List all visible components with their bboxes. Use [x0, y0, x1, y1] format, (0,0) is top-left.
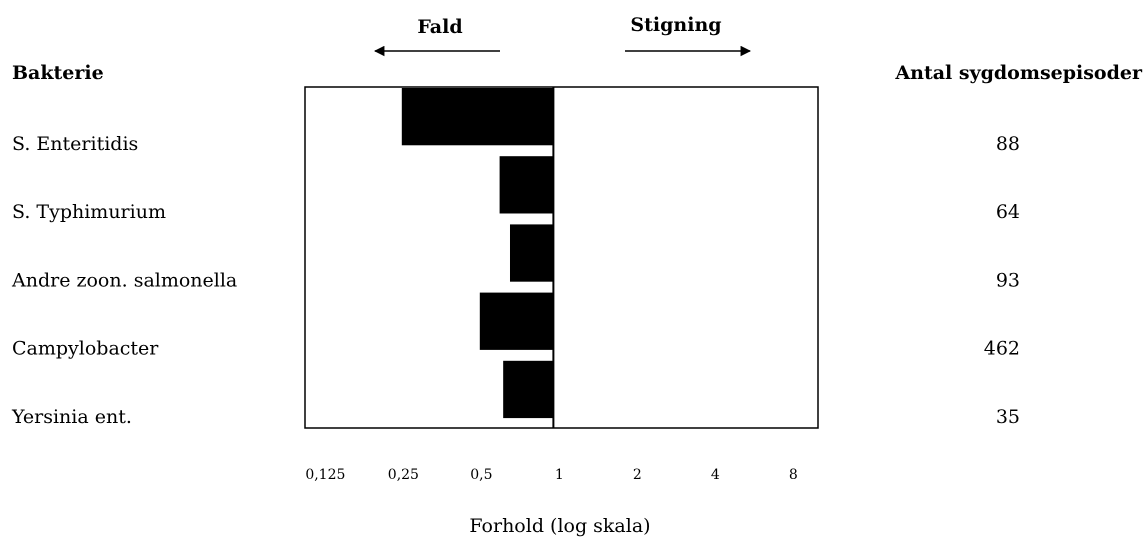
bar: [509, 224, 554, 282]
x-tick-label: 2: [633, 467, 642, 483]
plot-frame: [304, 86, 819, 429]
x-tick-label: 1: [555, 467, 564, 483]
bar: [503, 360, 554, 419]
count-label: 64: [996, 201, 1020, 223]
category-label: Andre zoon. salmonella: [11, 269, 237, 291]
category-label: S. Typhimurium: [12, 201, 166, 223]
count-header: Antal sygdomsepisoder: [894, 62, 1143, 84]
increase-label: Stigning: [630, 14, 721, 36]
x-tick-label: 0,125: [305, 467, 345, 483]
row-header: Bakterie: [12, 62, 104, 84]
x-tick-label: 8: [789, 467, 798, 483]
category-label: S. Enteritidis: [12, 133, 138, 155]
x-tick-label: 0,5: [470, 467, 492, 483]
count-label: 35: [996, 406, 1020, 428]
x-tick-label: 4: [711, 467, 720, 483]
count-label: 88: [996, 133, 1020, 155]
x-tick-label: 0,25: [388, 467, 419, 483]
bar: [499, 156, 554, 214]
bar: [401, 88, 554, 146]
category-label: Campylobacter: [12, 338, 159, 360]
x-axis-label: Forhold (log skala): [469, 515, 650, 537]
category-label: Yersinia ent.: [11, 406, 132, 428]
bar: [479, 292, 554, 350]
decrease-label: Fald: [417, 16, 462, 38]
count-label: 93: [996, 269, 1020, 291]
count-label: 462: [984, 338, 1020, 360]
